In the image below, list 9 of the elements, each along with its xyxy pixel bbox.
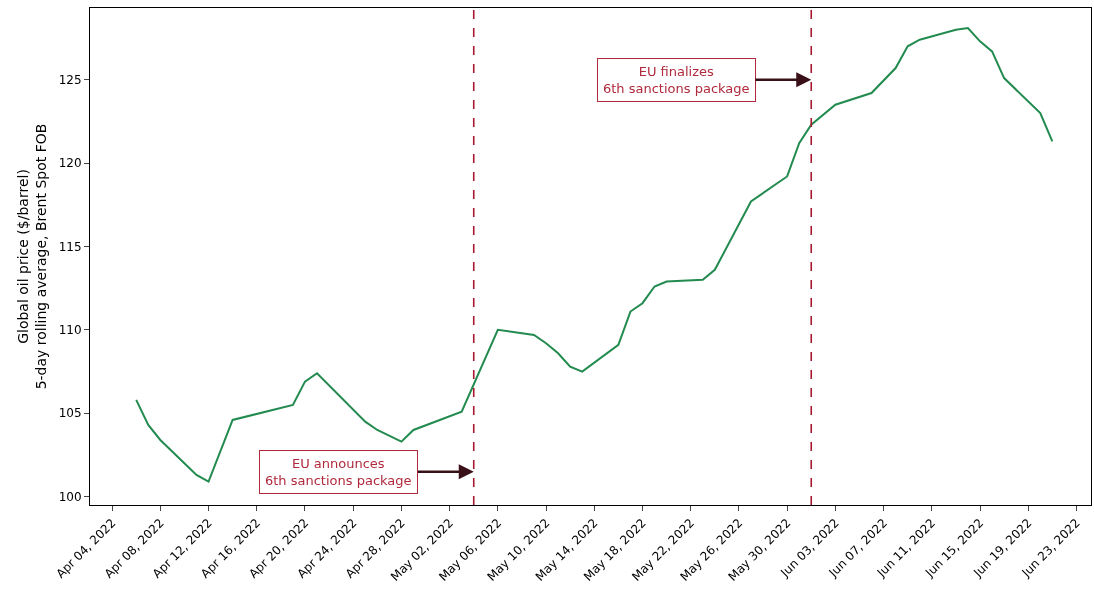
y-axis-title: Global oil price ($/barrel) 5-day rolling average, Brent Spot FOB bbox=[15, 123, 50, 390]
y-tick-label: 115 bbox=[58, 239, 82, 254]
y-tick-label: 100 bbox=[58, 489, 82, 504]
y-tick-label: 120 bbox=[58, 156, 82, 171]
annotation: EU finalizes 6th sanctions package bbox=[603, 64, 750, 96]
annotation: EU announces 6th sanctions package bbox=[265, 456, 412, 488]
y-tick-label: 110 bbox=[58, 323, 82, 338]
y-tick-label: 125 bbox=[58, 72, 82, 87]
y-tick-label: 105 bbox=[58, 406, 82, 421]
